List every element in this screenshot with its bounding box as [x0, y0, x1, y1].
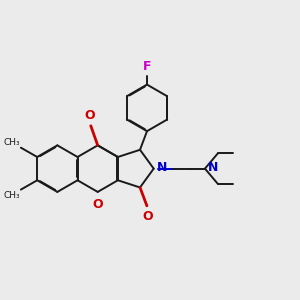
Text: N: N — [157, 161, 168, 174]
Text: N: N — [208, 161, 218, 174]
Text: CH₃: CH₃ — [3, 191, 20, 200]
Text: O: O — [143, 210, 154, 223]
Text: O: O — [84, 109, 95, 122]
Text: O: O — [92, 198, 103, 211]
Text: CH₃: CH₃ — [3, 137, 20, 146]
Text: F: F — [143, 60, 151, 73]
